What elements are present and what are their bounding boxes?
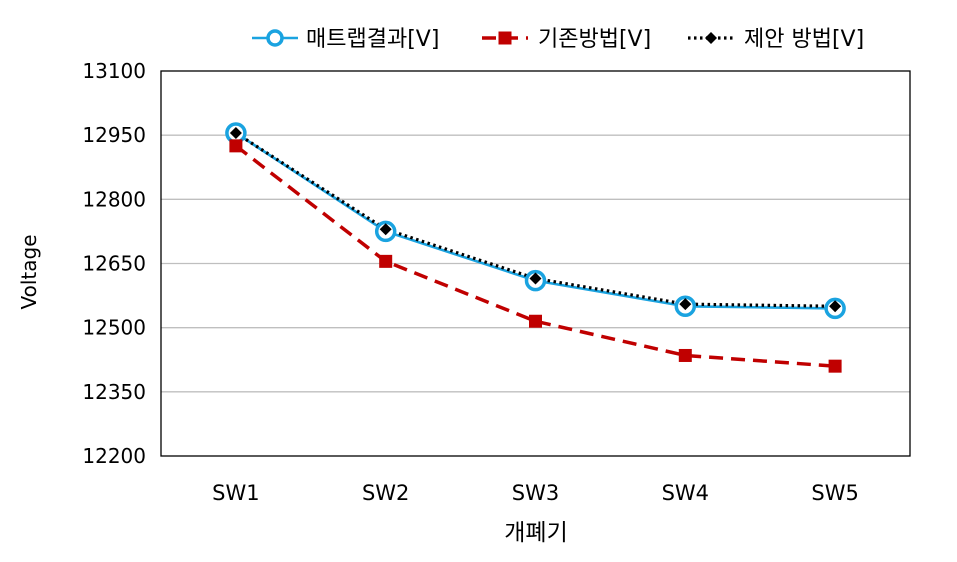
legend-marker bbox=[498, 31, 512, 45]
y-tick-label: 13100 bbox=[82, 59, 146, 83]
grid bbox=[160, 70, 911, 457]
y-tick-label: 12200 bbox=[82, 444, 146, 468]
plot-area bbox=[225, 122, 846, 373]
y-tick-label: 12350 bbox=[82, 380, 146, 404]
y-axis-ticks: 12200 12350 12500 12650 12800 12950 13100 bbox=[82, 59, 146, 468]
data-point bbox=[379, 254, 393, 268]
legend-marker bbox=[705, 32, 717, 44]
y-tick-label: 12800 bbox=[82, 187, 146, 211]
series-line bbox=[234, 144, 836, 368]
data-point bbox=[229, 139, 243, 153]
data-point bbox=[379, 223, 392, 236]
data-point bbox=[529, 272, 542, 285]
legend: 매트랩결과[V] 기존방법[V] 제안 방법[V] bbox=[252, 27, 864, 52]
y-tick-label: 12650 bbox=[82, 252, 146, 276]
data-point bbox=[678, 348, 692, 362]
x-tick-label: SW2 bbox=[362, 481, 409, 505]
legend-label: 매트랩결과[V] bbox=[306, 27, 439, 52]
x-tick-label: SW3 bbox=[512, 481, 559, 505]
y-axis-label: Voltage bbox=[17, 234, 41, 309]
plot-border bbox=[160, 70, 911, 457]
x-tick-label: SW4 bbox=[662, 481, 709, 505]
x-axis-label: 개폐기 bbox=[504, 520, 567, 546]
data-point bbox=[529, 314, 542, 328]
y-tick-label: 12500 bbox=[82, 316, 146, 340]
y-tick-label: 12950 bbox=[82, 123, 146, 147]
legend-marker bbox=[266, 29, 284, 47]
data-point bbox=[828, 359, 842, 373]
data-point bbox=[679, 298, 692, 311]
x-tick-label: SW1 bbox=[212, 481, 259, 505]
data-point bbox=[229, 127, 242, 140]
x-axis-ticks: SW1 SW2 SW3 SW4 SW5 bbox=[212, 481, 859, 505]
data-point bbox=[829, 300, 842, 313]
legend-label: 기존방법[V] bbox=[538, 27, 651, 52]
legend-label: 제안 방법[V] bbox=[744, 27, 864, 52]
x-tick-label: SW5 bbox=[811, 481, 858, 505]
